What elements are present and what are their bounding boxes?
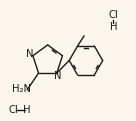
- Text: N: N: [54, 71, 61, 81]
- Text: H: H: [23, 105, 30, 115]
- Text: H₂N: H₂N: [12, 84, 31, 94]
- Text: Cl: Cl: [9, 105, 18, 115]
- Text: Cl: Cl: [109, 10, 118, 20]
- Text: H: H: [110, 22, 117, 32]
- Text: N: N: [27, 49, 34, 59]
